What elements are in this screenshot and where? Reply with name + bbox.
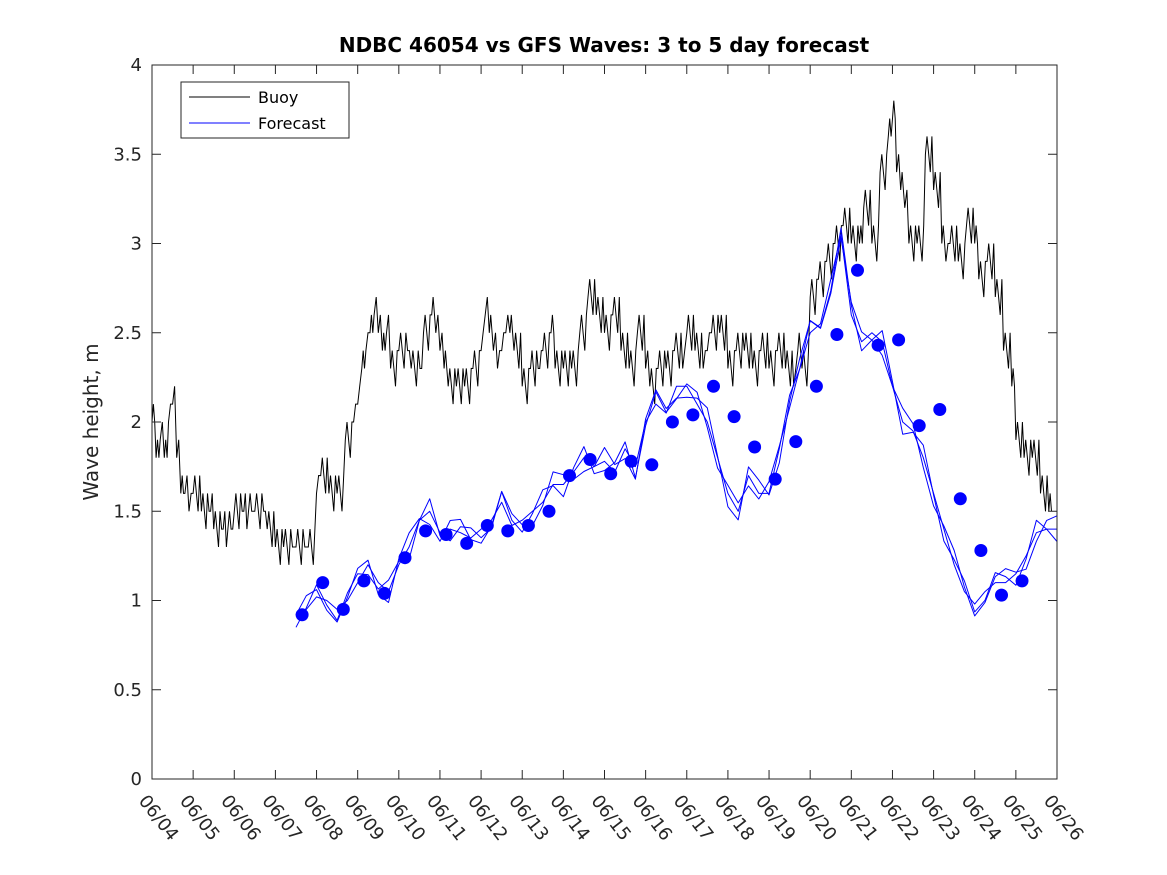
forecast-point [295,608,309,622]
forecast-point [809,379,823,393]
x-tick-label: 06/20 [792,791,840,845]
x-tick-label: 06/08 [299,791,347,845]
marker-layer [295,263,1029,622]
forecast-point [830,328,844,341]
y-tick-label: 0.5 [113,680,142,701]
x-tick-label: 06/15 [587,791,635,845]
x-tick-label: 06/14 [545,791,593,845]
y-tick-label: 3.5 [113,144,142,165]
forecast-point [419,524,433,538]
forecast-point [521,519,535,532]
x-tick-label: 06/21 [833,791,881,845]
chart-title: NDBC 46054 vs GFS Waves: 3 to 5 day fore… [339,33,870,57]
forecast-point [995,588,1008,602]
x-tick-label: 06/24 [957,791,1005,845]
series-line-buoy [151,100,1052,565]
forecast-point [645,458,659,472]
x-tick-label: 06/13 [504,791,552,845]
forecast-point [974,544,988,557]
y-tick-label: 0 [131,769,142,790]
forecast-point [727,410,741,424]
forecast-point [933,403,947,416]
forecast-point [789,435,803,449]
x-tick-label: 06/07 [257,791,305,845]
y-tick-label: 3 [131,234,142,255]
forecast-point [953,492,967,506]
forecast-point [563,469,576,483]
forecast-point [542,504,556,518]
forecast-point [871,338,885,352]
x-tick-label: 06/05 [175,791,223,845]
x-tick-label: 06/16 [628,791,676,845]
forecast-point [316,576,330,590]
y-tick-label: 2.5 [113,323,142,344]
y-axis-label: Wave height, m [79,343,103,500]
forecast-point [357,574,371,588]
forecast-point [665,415,679,429]
x-tick-label: 06/26 [1039,791,1087,845]
legend: Buoy Forecast [180,81,350,139]
forecast-point [707,379,720,393]
forecast-point [398,551,412,565]
series-line-forecast-run-3 [295,227,1058,628]
forecast-point [439,528,453,541]
x-tick-label: 06/22 [875,791,923,845]
forecast-point [892,333,906,347]
x-tick-label: 06/18 [710,791,758,845]
y-tick-label: 1 [131,591,142,612]
x-tick-label: 06/23 [916,791,964,845]
forecast-point [604,467,618,481]
x-tick-label: 06/04 [134,791,182,845]
x-tick-label: 06/11 [422,791,470,845]
series-layer [151,100,1058,628]
legend-label-buoy: Buoy [258,88,298,107]
x-tick-label: 06/10 [381,791,429,845]
forecast-point [1015,574,1029,588]
series-line-forecast [295,234,1057,616]
forecast-point [768,472,782,486]
forecast-point [583,453,597,466]
forecast-point [912,419,926,433]
x-tick-label: 06/17 [669,791,717,845]
legend-box [180,81,350,139]
x-tick-label: 06/19 [751,791,799,845]
plot-area [152,65,1057,779]
y-tick-label: 2 [131,412,142,433]
legend-label-forecast: Forecast [258,114,326,133]
x-tick-label: 06/12 [463,791,511,845]
forecast-point [480,519,494,532]
y-axis: 0 0.5 1 1.5 2 2.5 3 3.5 4 [113,55,1057,790]
x-tick-label: 06/09 [340,791,388,845]
y-tick-label: 4 [131,55,142,76]
forecast-point [501,524,515,538]
y-tick-label: 1.5 [113,501,142,522]
x-tick-label: 06/25 [998,791,1046,845]
forecast-point [851,263,864,277]
forecast-point [377,586,391,600]
forecast-point [748,440,762,454]
forecast-point [336,602,350,616]
forecast-point [460,536,474,550]
forecast-point [686,408,700,422]
forecast-point [624,454,638,468]
x-tick-label: 06/06 [216,791,264,845]
